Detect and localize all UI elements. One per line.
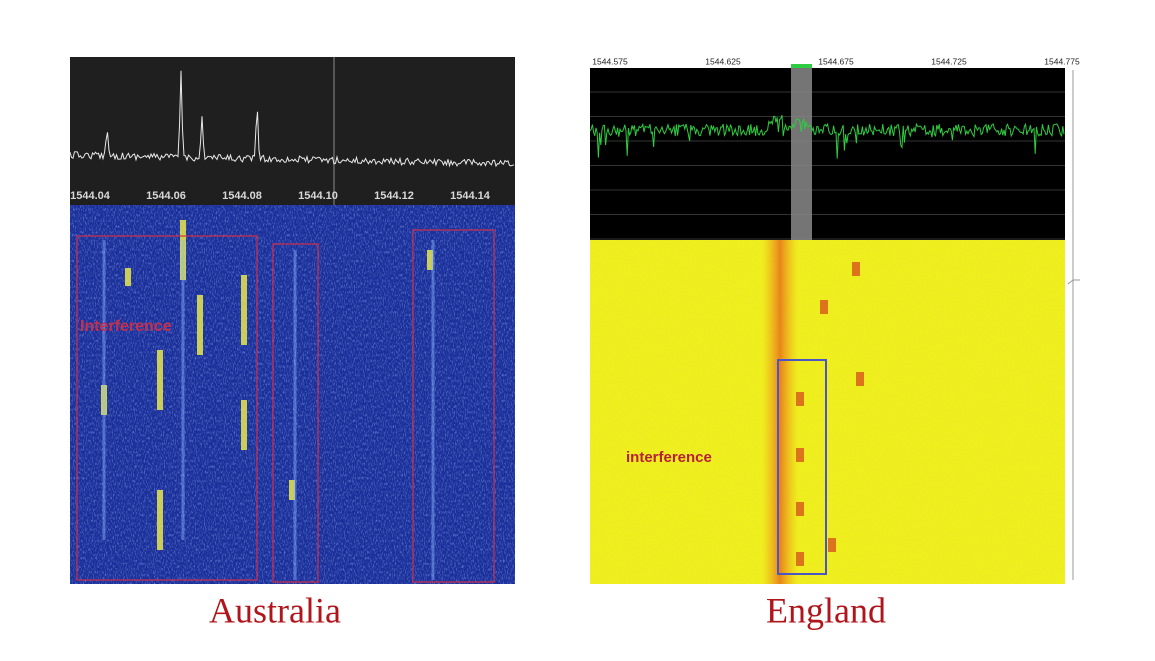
faint-line — [431, 240, 435, 580]
axis-label: 1544.625 — [705, 56, 741, 66]
spectrum-trace — [70, 70, 515, 168]
signal-streak — [427, 250, 433, 270]
axis-label: 1544.12 — [374, 190, 414, 202]
signal-blob — [828, 538, 836, 552]
carrier-stripe — [762, 240, 798, 584]
signal-blobs — [796, 262, 864, 566]
signal-streak — [157, 350, 163, 410]
axis-label: 1544.06 — [146, 190, 186, 202]
scroll-thumb — [1067, 279, 1080, 285]
axis-label: 1544.14 — [450, 190, 491, 202]
annotation: Interference — [80, 318, 172, 335]
signal-streak — [241, 275, 247, 345]
highlight-box — [272, 243, 319, 583]
signal-blob — [856, 372, 864, 386]
signal-blob — [796, 392, 804, 406]
signal-blob — [796, 552, 804, 566]
highlight-box — [412, 229, 495, 583]
faint-line — [293, 250, 297, 580]
spectrum-bg — [590, 68, 1065, 240]
caption: Australia — [209, 590, 341, 630]
freq-strip — [590, 57, 1065, 68]
signal-blob — [852, 262, 860, 276]
signal-streaks — [101, 220, 435, 580]
axis-label: 1544.675 — [818, 56, 854, 66]
annotation: interference — [626, 449, 712, 466]
waterfall-noise — [70, 205, 515, 584]
axis-label: 1544.575 — [592, 56, 628, 66]
faint-line — [102, 240, 106, 540]
signal-streak — [241, 400, 247, 450]
highlight-box — [76, 235, 258, 581]
signal-streak — [125, 268, 131, 286]
right-screenshot: interference 1544.575 1544.625 1544.675 154… — [589, 56, 1084, 584]
passband — [791, 68, 812, 240]
faint-line — [181, 240, 185, 540]
signal-streak — [289, 480, 295, 500]
spectrum-grid — [590, 91, 1065, 240]
signal-blob — [796, 448, 804, 462]
scrollbar — [1066, 57, 1084, 584]
axis-label: 1544.04 — [70, 190, 111, 202]
signal-streak — [180, 220, 186, 280]
signal-blob — [796, 502, 804, 516]
caption: England — [766, 590, 886, 630]
left-screenshot: Interference 1544.04 1544.06 1544.08 1544.1… — [70, 57, 515, 584]
highlight-box — [777, 359, 827, 575]
axis-label: 1544.775 — [1044, 56, 1080, 66]
spectrum-trace — [589, 115, 1065, 159]
axis-label: 1544.10 — [298, 190, 338, 202]
waterfall-noise — [590, 240, 1065, 584]
axis-label: 1544.08 — [222, 190, 262, 202]
signal-streak — [197, 295, 203, 355]
signal-streak — [101, 385, 107, 415]
axis-label: 1544.725 — [931, 56, 967, 66]
signal-streak — [157, 490, 163, 550]
signal-blob — [820, 300, 828, 314]
tuning-marker — [791, 64, 812, 68]
spectrum-bg — [70, 57, 515, 205]
